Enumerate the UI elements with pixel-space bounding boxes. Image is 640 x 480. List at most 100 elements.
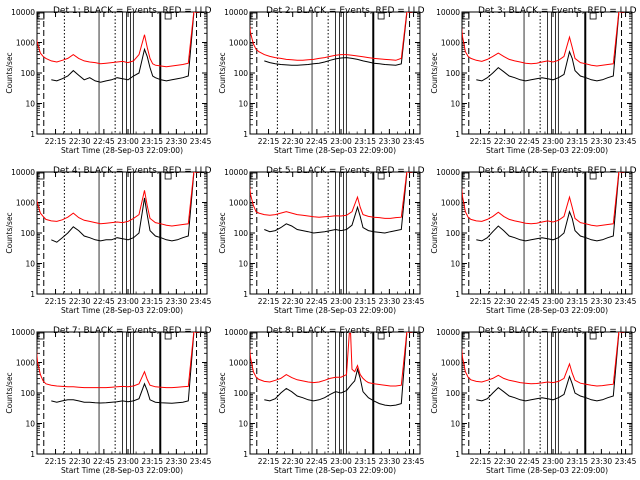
- y-tick-label: 1000: [16, 359, 35, 368]
- corner-marker: [377, 12, 385, 20]
- x-tick-label: 22:30: [282, 457, 304, 466]
- corner-marker: [164, 332, 172, 340]
- series-line-events: [51, 13, 195, 83]
- series-line-events: [51, 173, 195, 243]
- y-tick-label: 10000: [436, 8, 460, 17]
- y-tick-label: 10: [450, 100, 460, 109]
- x-tick-label: 23:00: [542, 457, 564, 466]
- x-tick-label: 23:45: [403, 137, 425, 146]
- corner-marker: [462, 332, 470, 340]
- x-tick-label: 22:30: [282, 297, 304, 306]
- x-tick-label: 23:30: [379, 297, 401, 306]
- series-line-events: [264, 173, 408, 234]
- x-tick-label: 23:30: [166, 297, 188, 306]
- x-tick-label: 22:30: [69, 137, 91, 146]
- plot-frame: [249, 11, 421, 135]
- y-axis-label: Counts/sec: [430, 212, 439, 253]
- y-tick-label: 10000: [436, 328, 460, 337]
- y-tick-label: 10: [25, 260, 35, 269]
- x-tick-label: 23:30: [591, 137, 613, 146]
- series-line-lld: [37, 172, 200, 227]
- series-line-lld: [250, 172, 413, 219]
- y-tick-label: 1000: [16, 199, 35, 208]
- corner-marker: [164, 172, 172, 180]
- panel-title: Det 9: BLACK = Events, RED = LLD: [478, 326, 637, 336]
- y-tick-label: 1: [30, 130, 35, 139]
- corner-marker: [37, 172, 45, 180]
- series-line-lld: [250, 12, 413, 61]
- x-tick-label: 22:30: [494, 297, 516, 306]
- x-tick-label: 22:30: [282, 137, 304, 146]
- plot-frame: [36, 171, 208, 295]
- x-tick-label: 22:15: [470, 137, 492, 146]
- y-axis-label: Counts/sec: [218, 372, 227, 413]
- y-tick-label: 100: [21, 69, 36, 78]
- x-tick-label: 23:15: [566, 137, 588, 146]
- y-tick-label: 10000: [11, 8, 35, 17]
- x-tick-label: 22:15: [470, 457, 492, 466]
- x-tick-label: 23:45: [615, 457, 637, 466]
- y-tick-label: 10000: [224, 328, 248, 337]
- plot-frame: [461, 171, 633, 295]
- corner-marker: [37, 332, 45, 340]
- x-tick-label: 23:15: [354, 137, 376, 146]
- x-tick-label: 23:00: [330, 457, 352, 466]
- x-tick-label: 23:45: [615, 137, 637, 146]
- x-tick-label: 23:30: [591, 457, 613, 466]
- series-line-events: [476, 173, 620, 242]
- panel-title: Det 5: BLACK = Events, RED = LLD: [266, 166, 425, 176]
- x-tick-label: 22:45: [93, 137, 115, 146]
- y-axis-label: Counts/sec: [218, 52, 227, 93]
- x-tick-label: 23:45: [190, 297, 212, 306]
- x-tick-label: 22:45: [518, 457, 540, 466]
- corner-marker: [589, 332, 597, 340]
- x-tick-label: 22:45: [306, 297, 328, 306]
- y-axis-label: Counts/sec: [430, 52, 439, 93]
- x-tick-label: 23:00: [542, 137, 564, 146]
- detector-panel-9: Det 9: BLACK = Events, RED = LLD 1 10 100 10…: [430, 326, 637, 475]
- detector-panel-1: Det 1: BLACK = Events, RED = LLD 1 10 100 10…: [5, 6, 212, 155]
- corner-marker: [462, 12, 470, 20]
- x-tick-label: 23:30: [166, 457, 188, 466]
- y-tick-label: 1: [243, 130, 248, 139]
- detector-panel-2: Det 2: BLACK = Events, RED = LLD 1 10 100 10…: [218, 6, 425, 155]
- x-tick-label: 22:45: [518, 137, 540, 146]
- plot-frame: [249, 171, 421, 295]
- corner-marker: [589, 172, 597, 180]
- x-tick-label: 23:15: [141, 137, 163, 146]
- x-axis-label: Start Time (28-Sep-03 22:09:00): [61, 146, 183, 155]
- y-tick-label: 1: [243, 450, 248, 459]
- x-axis-label: Start Time (28-Sep-03 22:09:00): [486, 466, 608, 475]
- x-tick-label: 23:00: [330, 297, 352, 306]
- x-tick-label: 23:15: [566, 297, 588, 306]
- series-line-events: [264, 333, 408, 407]
- plot-frame: [36, 331, 208, 455]
- corner-marker: [37, 12, 45, 20]
- y-tick-label: 10000: [11, 328, 35, 337]
- corner-marker: [250, 172, 258, 180]
- x-tick-label: 23:45: [190, 137, 212, 146]
- x-tick-label: 23:15: [141, 297, 163, 306]
- y-tick-label: 100: [21, 389, 36, 398]
- x-tick-label: 23:00: [542, 297, 564, 306]
- y-tick-label: 1: [455, 450, 460, 459]
- x-axis-label: Start Time (28-Sep-03 22:09:00): [486, 306, 608, 315]
- y-tick-label: 1000: [229, 359, 248, 368]
- series-line-lld: [250, 332, 413, 387]
- plot-frame: [461, 331, 633, 455]
- corner-marker: [589, 12, 597, 20]
- y-tick-label: 100: [21, 229, 36, 238]
- corner-marker: [250, 12, 258, 20]
- x-tick-label: 22:30: [69, 297, 91, 306]
- series-line-lld: [37, 12, 200, 68]
- x-tick-label: 22:15: [258, 297, 280, 306]
- y-tick-label: 1000: [441, 359, 460, 368]
- series-line-events: [476, 13, 620, 82]
- x-tick-label: 23:15: [141, 457, 163, 466]
- y-tick-label: 1: [243, 290, 248, 299]
- x-tick-label: 23:45: [615, 297, 637, 306]
- y-axis-label: Counts/sec: [218, 212, 227, 253]
- y-tick-label: 10: [238, 420, 248, 429]
- panel-title: Det 3: BLACK = Events, RED = LLD: [478, 6, 637, 16]
